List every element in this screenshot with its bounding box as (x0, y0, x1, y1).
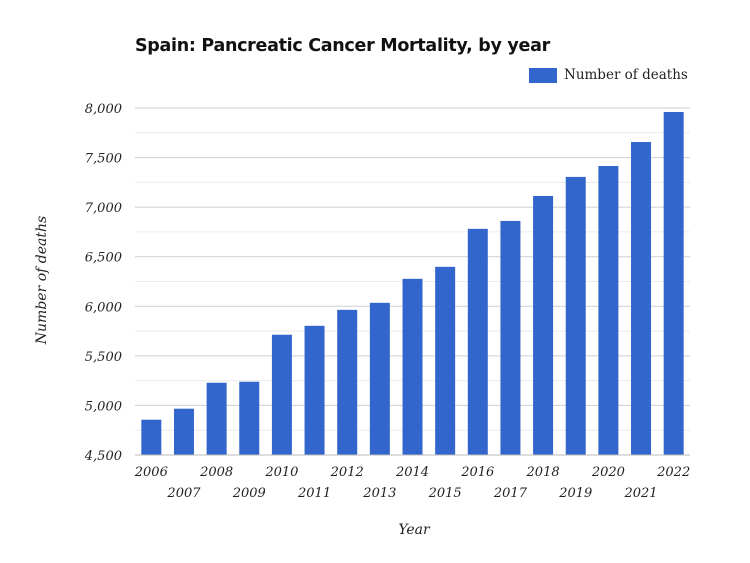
x-axis-label: Year (398, 522, 430, 538)
bar-2017 (500, 220, 521, 455)
x-tick-label: 2022 (656, 465, 690, 480)
y-tick-label: 8,000 (85, 102, 122, 117)
y-tick-label: 5,500 (85, 350, 122, 365)
x-tick-label: 2013 (362, 486, 396, 501)
bar-2014 (402, 278, 423, 455)
x-tick-label: 2015 (428, 486, 462, 501)
chart-title: Spain: Pancreatic Cancer Mortality, by y… (135, 36, 550, 56)
x-tick-label: 2021 (623, 486, 657, 501)
bar-2007 (173, 408, 194, 455)
x-tick-label: 2014 (395, 465, 429, 480)
x-tick-label: 2008 (199, 465, 233, 480)
bar-2011 (304, 325, 325, 455)
legend-label: Number of deaths (564, 67, 688, 83)
y-tick-label: 7,000 (85, 201, 122, 216)
x-tick-label: 2010 (264, 465, 298, 480)
x-tick-label: 2009 (232, 486, 266, 501)
bar-2012 (337, 309, 358, 455)
bar-2021 (631, 142, 652, 456)
x-tick-label: 2011 (297, 486, 331, 501)
bar-2008 (206, 382, 227, 455)
x-tick-label: 2012 (330, 465, 364, 480)
x-tick-label: 2016 (460, 465, 494, 480)
x-tick-label: 2017 (493, 486, 528, 501)
bar-2013 (369, 302, 390, 455)
x-tick-label: 2018 (526, 465, 560, 480)
bar-2020 (598, 165, 619, 455)
bar-2010 (271, 334, 292, 455)
y-tick-label: 4,500 (84, 449, 122, 464)
bar-2015 (435, 266, 456, 455)
y-tick-label: 5,000 (85, 399, 122, 414)
x-tick-label: 2006 (134, 465, 168, 480)
bar-2022 (663, 111, 684, 456)
bar-2009 (239, 381, 260, 455)
bar-2018 (533, 195, 554, 456)
bar-2016 (467, 228, 488, 455)
y-tick-label: 7,500 (85, 152, 122, 167)
y-tick-label: 6,000 (85, 300, 122, 315)
x-tick-label: 2007 (166, 486, 201, 501)
bar-2019 (565, 176, 586, 455)
x-tick-label: 2019 (558, 486, 592, 501)
y-tick-label: 6,500 (85, 251, 122, 266)
legend-swatch (529, 67, 557, 83)
bar-2006 (141, 419, 162, 455)
x-tick-label: 2020 (591, 465, 625, 480)
legend: Number of deaths (529, 67, 688, 83)
